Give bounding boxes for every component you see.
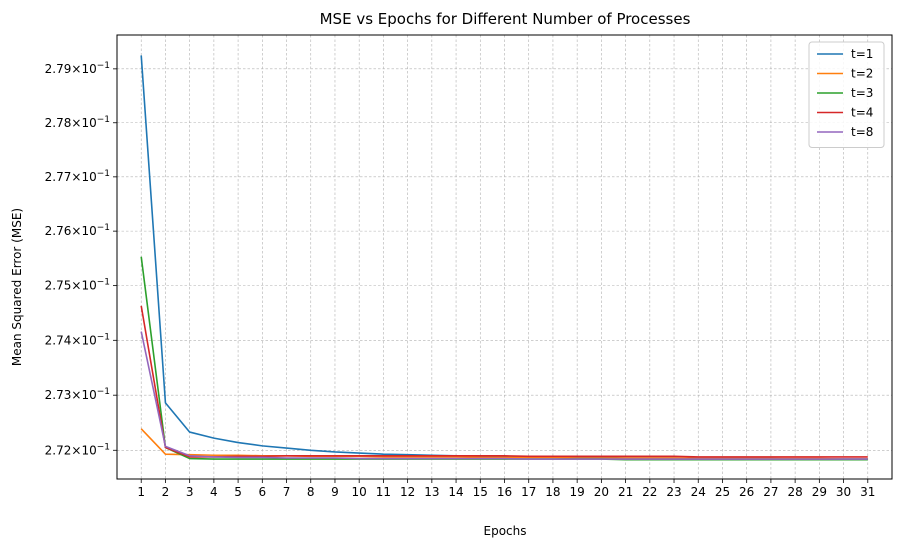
x-tick-label: 3 bbox=[186, 485, 194, 499]
legend-label: t=3 bbox=[851, 86, 873, 100]
y-tick-mantissa: 2.73 bbox=[45, 388, 72, 402]
y-tick-mantissa: 2.76 bbox=[45, 224, 72, 238]
y-tick-label: 2.74×10−1 bbox=[45, 332, 110, 347]
y-tick-base: 10 bbox=[81, 62, 96, 76]
y-axis: 2.72×10−12.73×10−12.74×10−12.75×10−12.76… bbox=[45, 61, 117, 457]
x-tick-label: 29 bbox=[812, 485, 827, 499]
x-tick-label: 12 bbox=[400, 485, 415, 499]
x-tick-label: 21 bbox=[618, 485, 633, 499]
x-tick-label: 2 bbox=[162, 485, 170, 499]
chart-title: MSE vs Epochs for Different Number of Pr… bbox=[320, 10, 691, 28]
y-tick-base: 10 bbox=[81, 443, 96, 457]
y-tick-exponent: −1 bbox=[97, 169, 110, 179]
y-tick-base: 10 bbox=[81, 170, 96, 184]
y-tick-times: × bbox=[71, 170, 81, 184]
y-tick-mantissa: 2.75 bbox=[45, 279, 72, 293]
x-tick-label: 27 bbox=[763, 485, 778, 499]
x-tick-label: 10 bbox=[352, 485, 367, 499]
x-tick-label: 23 bbox=[666, 485, 681, 499]
x-axis-label: Epochs bbox=[484, 524, 527, 538]
y-tick-exponent: −1 bbox=[97, 332, 110, 342]
x-tick-label: 14 bbox=[448, 485, 463, 499]
legend-box bbox=[808, 41, 885, 148]
y-tick-label: 2.76×10−1 bbox=[45, 223, 110, 238]
x-tick-label: 19 bbox=[570, 485, 585, 499]
x-tick-label: 4 bbox=[210, 485, 218, 499]
x-tick-label: 22 bbox=[642, 485, 657, 499]
x-tick-label: 5 bbox=[234, 485, 242, 499]
x-tick-label: 31 bbox=[860, 485, 875, 499]
grid bbox=[117, 35, 892, 479]
x-tick-label: 9 bbox=[331, 485, 339, 499]
series-line-t-8 bbox=[140, 331, 868, 460]
x-tick-label: 8 bbox=[307, 485, 315, 499]
y-tick-label: 2.73×10−1 bbox=[45, 387, 110, 402]
x-tick-label: 7 bbox=[283, 485, 291, 499]
y-tick-mantissa: 2.74 bbox=[45, 333, 72, 347]
y-tick-base: 10 bbox=[81, 333, 96, 347]
x-tick-label: 11 bbox=[376, 485, 391, 499]
legend-label: t=4 bbox=[851, 106, 873, 120]
y-tick-exponent: −1 bbox=[97, 61, 110, 71]
x-axis: 1 2 3 4 5 6 7 8 9 10 11 12 13 14 15 16 17 18 19 20 21 22 23 24 2… bbox=[137, 479, 875, 499]
series-line-t-4 bbox=[140, 305, 868, 458]
x-tick-label: 25 bbox=[715, 485, 730, 499]
y-tick-exponent: −1 bbox=[97, 442, 110, 452]
y-tick-times: × bbox=[71, 388, 81, 402]
y-tick-mantissa: 2.78 bbox=[45, 116, 72, 130]
y-tick-mantissa: 2.72 bbox=[45, 443, 72, 457]
x-tick-label: 26 bbox=[739, 485, 754, 499]
y-tick-times: × bbox=[71, 279, 81, 293]
x-tick-label: 17 bbox=[521, 485, 536, 499]
x-tick-label: 24 bbox=[691, 485, 706, 499]
y-tick-label: 2.79×10−1 bbox=[45, 61, 110, 76]
x-tick-label: 1 bbox=[137, 485, 145, 499]
y-tick-base: 10 bbox=[81, 388, 96, 402]
x-tick-label: 15 bbox=[473, 485, 488, 499]
y-tick-times: × bbox=[71, 224, 81, 238]
y-tick-times: × bbox=[71, 116, 81, 130]
y-tick-times: × bbox=[71, 443, 81, 457]
y-tick-times: × bbox=[71, 62, 81, 76]
x-tick-label: 30 bbox=[836, 485, 851, 499]
y-tick-mantissa: 2.77 bbox=[45, 170, 72, 184]
y-tick-label: 2.78×10−1 bbox=[45, 115, 110, 130]
y-tick-times: × bbox=[71, 333, 81, 347]
y-axis-label: Mean Squared Error (MSE) bbox=[10, 208, 24, 366]
x-tick-label: 6 bbox=[258, 485, 266, 499]
x-tick-label: 28 bbox=[787, 485, 802, 499]
y-tick-exponent: −1 bbox=[97, 387, 110, 397]
legend-label: t=1 bbox=[851, 47, 873, 61]
y-tick-base: 10 bbox=[81, 116, 96, 130]
y-tick-label: 2.75×10−1 bbox=[45, 278, 110, 293]
y-tick-exponent: −1 bbox=[97, 223, 110, 233]
y-tick-exponent: −1 bbox=[97, 278, 110, 288]
x-tick-label: 16 bbox=[497, 485, 512, 499]
series-group bbox=[140, 55, 868, 461]
legend-label: t=2 bbox=[851, 67, 873, 81]
x-tick-label: 18 bbox=[545, 485, 560, 499]
y-tick-label: 2.77×10−1 bbox=[45, 169, 110, 184]
legend: t=1 t=2 t=3 t=4 t=8 bbox=[808, 41, 885, 148]
legend-label: t=8 bbox=[851, 125, 873, 139]
y-tick-label: 2.72×10−1 bbox=[45, 442, 110, 457]
x-tick-label: 20 bbox=[594, 485, 609, 499]
y-tick-mantissa: 2.79 bbox=[45, 62, 72, 76]
y-tick-base: 10 bbox=[81, 224, 96, 238]
y-tick-exponent: −1 bbox=[97, 115, 110, 125]
x-tick-label: 13 bbox=[424, 485, 439, 499]
y-tick-base: 10 bbox=[81, 279, 96, 293]
